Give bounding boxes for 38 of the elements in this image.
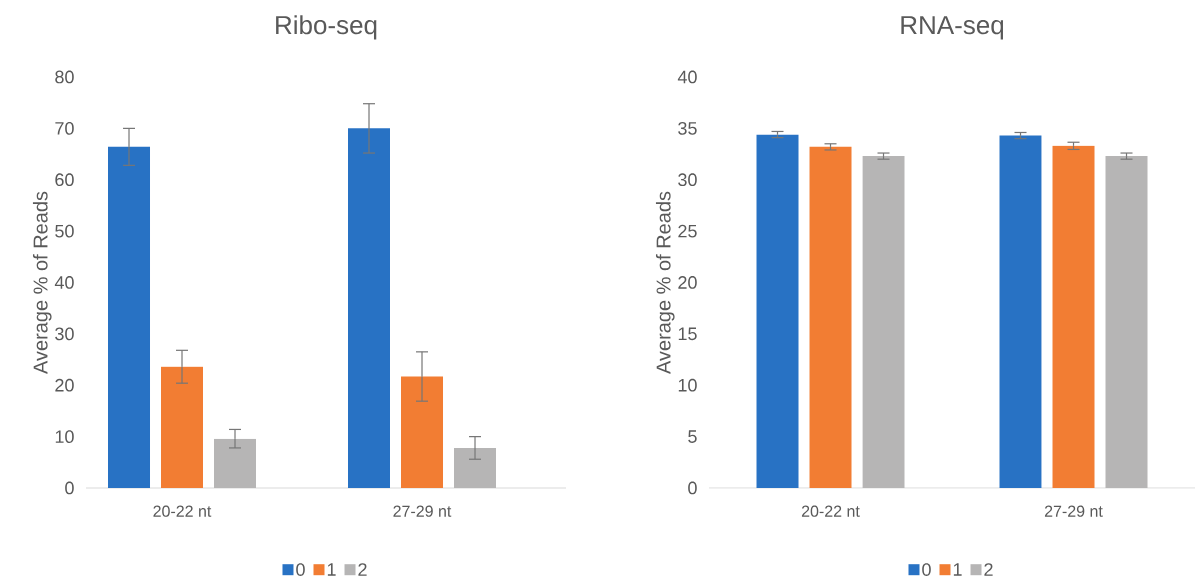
y-tick-label: 0 <box>65 481 74 495</box>
y-tick-label: 20 <box>678 276 697 289</box>
y-tick-label: 25 <box>678 224 697 238</box>
x-tick-label: 27-29 nt <box>393 505 452 517</box>
bar <box>348 128 391 488</box>
y-tick-label: 35 <box>678 121 697 135</box>
y-tick-label: 10 <box>55 430 74 443</box>
y-tick-label: 40 <box>54 276 74 289</box>
legend-label: 0 <box>296 563 305 576</box>
legend-label: 2 <box>984 563 993 576</box>
x-tick-label: 20-22 nt <box>801 505 860 517</box>
x-tick-label: 20-22 nt <box>153 505 212 517</box>
y-tick-label: 10 <box>678 378 697 392</box>
y-tick-label: 20 <box>55 378 74 392</box>
y-tick-label: 5 <box>688 430 697 443</box>
bar <box>401 376 443 488</box>
legend-label: 1 <box>327 563 336 576</box>
y-tick-label: 70 <box>55 121 74 135</box>
y-tick-label: 40 <box>677 70 697 84</box>
y-tick-label: 80 <box>55 70 74 84</box>
y-tick-label: 0 <box>688 481 697 495</box>
y-tick-label: 30 <box>678 173 697 187</box>
y-axis-title: Average % of Reads <box>32 191 52 375</box>
bar <box>161 366 203 488</box>
y-tick-label: 15 <box>678 327 697 341</box>
chart-title: Ribo-seq <box>276 15 377 40</box>
y-tick-label: 60 <box>55 173 74 187</box>
y-tick-label: 30 <box>55 327 74 341</box>
bar <box>108 146 151 488</box>
legend-label: 1 <box>953 563 962 576</box>
legend-label: 0 <box>922 563 931 576</box>
legend-label: 2 <box>358 563 367 576</box>
x-tick-label: 27-29 nt <box>1044 505 1103 517</box>
y-tick-label: 50 <box>55 224 74 238</box>
y-axis-title: Average % of Reads <box>655 191 675 375</box>
bar <box>214 438 257 488</box>
chart-title: RNA-seq <box>901 16 1004 40</box>
bar <box>454 447 497 488</box>
